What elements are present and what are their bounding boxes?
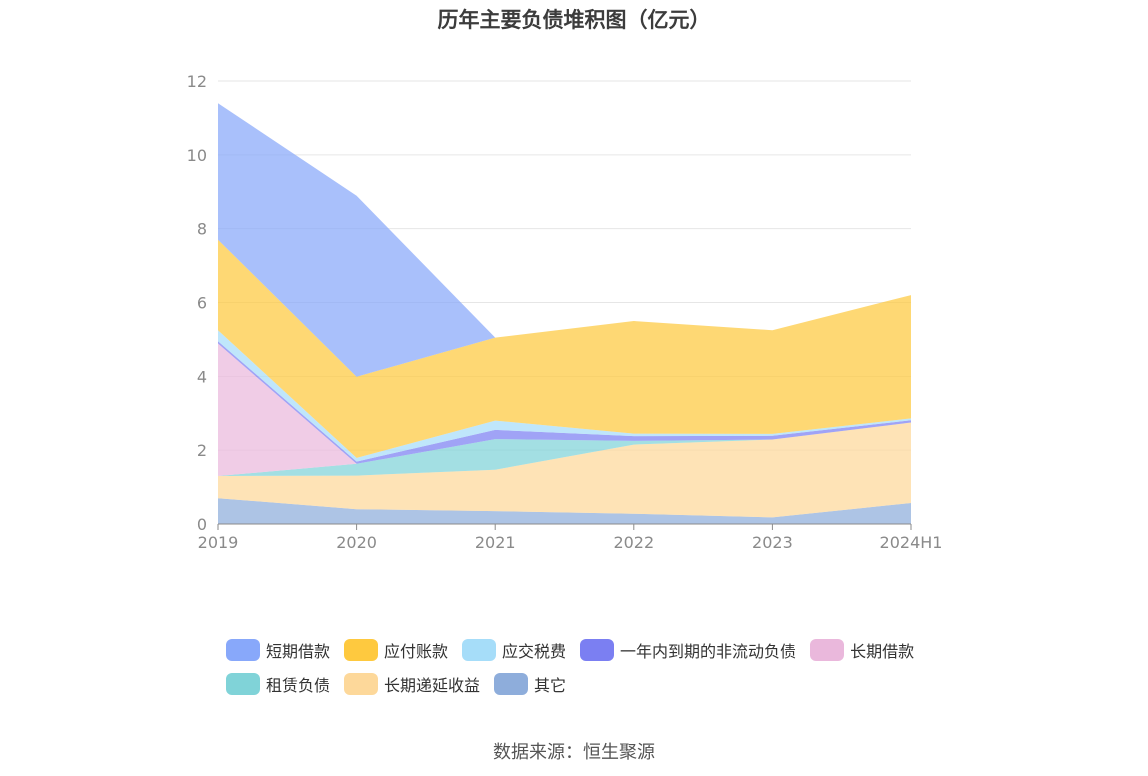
legend-item[interactable]: 租赁负债 — [226, 672, 330, 696]
area-series — [218, 422, 911, 476]
legend-item[interactable]: 应交税费 — [462, 638, 566, 662]
legend-item[interactable]: 短期借款 — [226, 638, 330, 662]
legend-swatch — [226, 639, 260, 661]
x-tick-label: 2020 — [336, 533, 377, 552]
y-tick-label: 6 — [197, 294, 207, 313]
y-tick-label: 0 — [197, 515, 207, 534]
legend-item[interactable]: 长期借款 — [810, 638, 914, 662]
legend-swatch — [580, 639, 615, 661]
x-tick-label: 2022 — [613, 533, 654, 552]
legend-swatch — [226, 673, 260, 695]
legend-swatch — [462, 639, 497, 661]
legend-label: 短期借款 — [266, 642, 331, 661]
legend-label: 一年内到期的非流动负债 — [620, 642, 797, 661]
y-tick-label: 8 — [197, 220, 207, 239]
chart-title: 历年主要负债堆积图（亿元） — [437, 8, 711, 32]
y-tick-label: 2 — [197, 441, 207, 460]
area-series — [218, 498, 911, 524]
y-tick-label: 10 — [187, 146, 207, 165]
data-source-note: 数据来源：恒生聚源 — [493, 742, 655, 763]
legend-item[interactable]: 长期递延收益 — [344, 672, 480, 696]
legend-label: 应付账款 — [384, 642, 449, 661]
legend-item[interactable]: 应付账款 — [344, 638, 448, 662]
legend-label: 长期借款 — [850, 642, 915, 661]
legend-swatch — [344, 673, 379, 695]
legend-swatch — [810, 639, 845, 661]
legend-swatch — [344, 639, 379, 661]
area-series — [218, 343, 911, 476]
x-tick-label: 2024H1 — [880, 533, 943, 552]
legend-label: 其它 — [534, 676, 567, 695]
legend-label: 应交税费 — [502, 642, 567, 661]
y-tick-label: 12 — [187, 72, 207, 91]
area-series — [218, 103, 911, 377]
legend-item[interactable]: 一年内到期的非流动负债 — [580, 638, 796, 662]
x-tick-label: 2023 — [752, 533, 793, 552]
legend-item[interactable]: 其它 — [494, 672, 566, 696]
legend-swatch — [494, 673, 529, 695]
chart-legend: 短期借款 应付账款 应交税费 一年内到期的非流动负债 长期借款租赁负债 长期递延收益 其它 — [226, 638, 986, 696]
legend-label: 租赁负债 — [266, 676, 331, 695]
area-series — [218, 422, 911, 518]
x-tick-label: 2019 — [198, 533, 239, 552]
y-tick-label: 4 — [197, 367, 207, 386]
x-tick-label: 2021 — [475, 533, 516, 552]
area-series — [218, 239, 911, 458]
area-series — [218, 341, 911, 464]
legend-label: 长期递延收益 — [384, 676, 481, 695]
